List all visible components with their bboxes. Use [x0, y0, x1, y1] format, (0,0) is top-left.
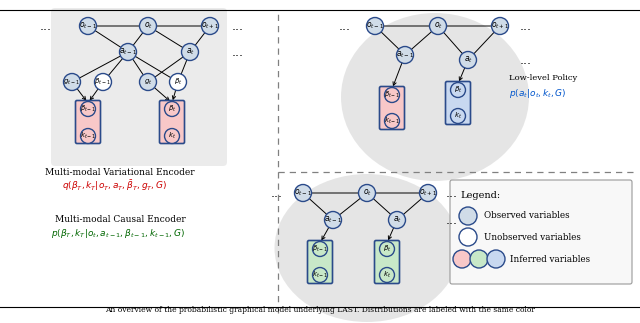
Text: Inferred variables: Inferred variables	[510, 255, 590, 264]
Text: Multi-modal Causal Encoder: Multi-modal Causal Encoder	[54, 215, 186, 224]
Circle shape	[294, 184, 312, 202]
Circle shape	[202, 17, 218, 35]
Text: $k_{t-1}$: $k_{t-1}$	[312, 270, 328, 280]
Circle shape	[451, 109, 465, 123]
Circle shape	[459, 228, 477, 246]
Circle shape	[388, 212, 406, 228]
Text: $\beta_t$: $\beta_t$	[168, 104, 176, 114]
Text: Low-level Policy: Low-level Policy	[509, 74, 577, 82]
Text: $k_{t-1}$: $k_{t-1}$	[384, 116, 400, 126]
Text: $o_{t+1}$: $o_{t+1}$	[491, 21, 509, 31]
Text: $\beta_{t-1}$: $\beta_{t-1}$	[80, 104, 96, 114]
Circle shape	[429, 17, 447, 35]
FancyBboxPatch shape	[380, 87, 404, 130]
Circle shape	[470, 250, 488, 268]
Circle shape	[487, 250, 505, 268]
Text: $o_t$: $o_t$	[433, 21, 442, 31]
Text: ...: ...	[232, 46, 244, 58]
Text: $k_t$: $k_t$	[454, 111, 462, 121]
FancyBboxPatch shape	[307, 241, 333, 284]
Text: $o_{t-1}$: $o_{t-1}$	[79, 21, 97, 31]
Text: Unobserved variables: Unobserved variables	[484, 233, 581, 242]
Text: $p(\beta_T, k_T|o_t, a_{t-1}, \beta_{t-1}, k_{t-1}, G)$: $p(\beta_T, k_T|o_t, a_{t-1}, \beta_{t-1…	[51, 227, 185, 241]
FancyBboxPatch shape	[445, 81, 470, 124]
Text: $o_t$: $o_t$	[143, 21, 152, 31]
Circle shape	[95, 74, 111, 90]
Circle shape	[459, 207, 477, 225]
Circle shape	[120, 44, 136, 60]
Circle shape	[397, 47, 413, 64]
Circle shape	[170, 74, 186, 90]
Ellipse shape	[275, 174, 460, 322]
Text: $a_{t-1}$: $a_{t-1}$	[396, 50, 414, 60]
Text: Multi-modal Variational Encoder: Multi-modal Variational Encoder	[45, 168, 195, 176]
Text: ...: ...	[339, 19, 351, 33]
Text: $\beta_{t-1}$: $\beta_{t-1}$	[95, 77, 111, 87]
Circle shape	[164, 101, 179, 117]
Text: $\beta_t$: $\beta_t$	[454, 85, 462, 95]
Text: $\beta_t$: $\beta_t$	[383, 244, 391, 254]
Text: $\beta_t$: $\beta_t$	[173, 77, 182, 87]
Text: ...: ...	[446, 186, 458, 200]
Circle shape	[419, 184, 436, 202]
Text: $\beta_{t-1}$: $\beta_{t-1}$	[312, 244, 328, 254]
Circle shape	[492, 17, 509, 35]
Text: ...: ...	[446, 214, 458, 226]
Circle shape	[63, 74, 81, 90]
Circle shape	[380, 267, 394, 283]
Text: $k_t$: $k_t$	[383, 270, 391, 280]
FancyBboxPatch shape	[374, 241, 399, 284]
Text: $a_t$: $a_t$	[186, 47, 195, 57]
Text: $p(a_t|o_t, k_t, G)$: $p(a_t|o_t, k_t, G)$	[509, 87, 566, 99]
Circle shape	[380, 242, 394, 256]
Circle shape	[140, 74, 157, 90]
Text: $a_{t-1}$: $a_{t-1}$	[324, 215, 342, 225]
Circle shape	[182, 44, 198, 60]
Text: ...: ...	[271, 186, 283, 200]
Text: $o_t$: $o_t$	[362, 188, 371, 198]
Circle shape	[164, 129, 179, 143]
Text: $o_{t+1}$: $o_{t+1}$	[201, 21, 219, 31]
Text: ...: ...	[232, 19, 244, 33]
Text: ...: ...	[520, 54, 532, 67]
Circle shape	[460, 51, 477, 68]
Text: Legend:: Legend:	[460, 191, 500, 200]
Text: $o_{t-1}$: $o_{t-1}$	[366, 21, 384, 31]
Text: $k_t$: $k_t$	[168, 131, 176, 141]
FancyBboxPatch shape	[450, 180, 632, 284]
Text: Observed variables: Observed variables	[484, 212, 570, 221]
Text: ...: ...	[40, 19, 52, 33]
Text: $o_{t+1}$: $o_{t+1}$	[419, 188, 437, 198]
Circle shape	[79, 17, 97, 35]
Text: $\beta_{t-1}$: $\beta_{t-1}$	[384, 90, 400, 100]
Text: $g_{t-1}$: $g_{t-1}$	[63, 78, 81, 87]
Text: $q(\beta_T, k_T|o_T, a_T, \bar{\beta}_T, g_T, G)$: $q(\beta_T, k_T|o_T, a_T, \bar{\beta}_T,…	[63, 179, 168, 193]
Text: An overview of the probabilistic graphical model underlying LAST. Distributions : An overview of the probabilistic graphic…	[105, 306, 535, 314]
Ellipse shape	[341, 13, 529, 181]
Circle shape	[367, 17, 383, 35]
FancyBboxPatch shape	[76, 100, 100, 143]
Circle shape	[81, 101, 95, 117]
Circle shape	[451, 82, 465, 98]
Text: $a_t$: $a_t$	[463, 55, 472, 65]
Circle shape	[358, 184, 376, 202]
Circle shape	[140, 17, 157, 35]
Text: $g_t$: $g_t$	[144, 78, 152, 87]
FancyBboxPatch shape	[159, 100, 184, 143]
Circle shape	[312, 242, 328, 256]
Circle shape	[453, 250, 471, 268]
FancyBboxPatch shape	[51, 8, 227, 166]
Text: $a_t$: $a_t$	[392, 215, 401, 225]
Text: ...: ...	[520, 19, 532, 33]
Circle shape	[81, 129, 95, 143]
Text: $a_{t-1}$: $a_{t-1}$	[119, 47, 137, 57]
Circle shape	[385, 113, 399, 129]
Text: $k_{t-1}$: $k_{t-1}$	[80, 131, 96, 141]
Circle shape	[324, 212, 342, 228]
Circle shape	[385, 88, 399, 102]
Text: $o_{t-1}$: $o_{t-1}$	[294, 188, 312, 198]
Circle shape	[312, 267, 328, 283]
